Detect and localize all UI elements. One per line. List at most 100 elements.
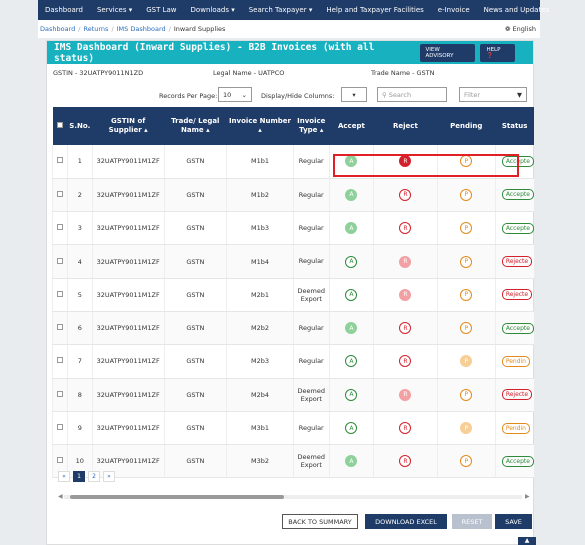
- reject-button[interactable]: R: [399, 188, 412, 201]
- table-row: 3 32UATPY9011M1ZF GSTN M1b3 Regular A R P Accept…: [52, 211, 534, 246]
- cell-sno: 7: [66, 344, 93, 379]
- breadcrumb: Dashboard / Returns / IMS Dashboard / Inwar…: [38, 20, 540, 38]
- taxpayer-info: GSTIN - 32UATPY9011N1ZD Legal Name - UAT…: [47, 64, 533, 82]
- nav-item[interactable]: GST Law: [146, 6, 177, 14]
- row-checkbox[interactable]: [56, 290, 63, 297]
- row-checkbox[interactable]: [56, 190, 63, 197]
- breadcrumb-dashboard[interactable]: Dashboard: [40, 25, 76, 33]
- accept-button[interactable]: A: [345, 288, 358, 301]
- breadcrumb-current: Inward Supplies: [173, 25, 226, 33]
- reject-button[interactable]: R: [399, 422, 412, 435]
- header-invoice-number[interactable]: Invoice Number ▴: [228, 117, 291, 134]
- cell-invoice-number: M2b1: [226, 278, 294, 312]
- cell-trade-name: GSTN: [163, 444, 227, 479]
- cell-sno: 6: [66, 311, 93, 346]
- next-page-button[interactable]: »: [103, 471, 115, 482]
- row-checkbox[interactable]: [56, 157, 63, 164]
- scroll-left-icon[interactable]: ◀: [58, 493, 63, 500]
- row-checkbox[interactable]: [56, 390, 63, 397]
- filter-input[interactable]: Filter ▼: [459, 87, 527, 102]
- header-trade-name[interactable]: Trade/ Legal Name ▴: [171, 117, 220, 134]
- accept-button[interactable]: A: [345, 255, 358, 268]
- scroll-to-top-icon[interactable]: ▲: [518, 537, 536, 545]
- accept-button[interactable]: A: [345, 322, 358, 335]
- nav-item[interactable]: e-Invoice: [437, 6, 470, 14]
- cell-gstin: 32UATPY9011M1ZF: [91, 411, 165, 446]
- save-button[interactable]: SAVE: [495, 514, 532, 529]
- reject-button[interactable]: R: [399, 455, 412, 468]
- nav-item[interactable]: Search Taxpayer ▾: [248, 6, 313, 14]
- nav-item[interactable]: News and Updates: [483, 6, 550, 14]
- pending-button[interactable]: P: [460, 288, 473, 301]
- cell-trade-name: GSTN: [163, 378, 227, 412]
- cell-trade-name: GSTN: [163, 178, 227, 213]
- caret-down-icon: ▾: [352, 90, 356, 99]
- cell-invoice-number: M1b2: [226, 178, 294, 213]
- cell-trade-name: GSTN: [163, 211, 227, 246]
- pending-button[interactable]: P: [460, 222, 473, 235]
- view-advisory-button[interactable]: VIEW ADVISORY: [419, 43, 476, 62]
- page-1-button[interactable]: 1: [73, 471, 85, 482]
- accept-button[interactable]: A: [345, 355, 358, 368]
- row-checkbox[interactable]: [56, 257, 63, 264]
- reject-button[interactable]: R: [399, 255, 412, 268]
- pending-button[interactable]: P: [460, 388, 473, 401]
- reset-button[interactable]: RESET: [452, 514, 492, 529]
- back-to-summary-button[interactable]: BACK TO SUMMARY: [282, 514, 358, 529]
- row-checkbox[interactable]: [56, 357, 63, 364]
- reject-button[interactable]: R: [399, 222, 412, 235]
- download-excel-button[interactable]: DOWNLOAD EXCEL: [365, 514, 447, 529]
- search-input[interactable]: ⚲ Search: [377, 87, 447, 102]
- accept-button[interactable]: A: [345, 188, 358, 201]
- header-invoice-type[interactable]: Invoice Type ▴: [297, 117, 326, 134]
- cell-invoice-number: M2b2: [226, 311, 294, 346]
- table-row: 10 32UATPY9011M1ZF GSTN M3b2 Deemed Export A R…: [52, 444, 534, 479]
- accept-button[interactable]: A: [345, 455, 358, 468]
- row-checkbox[interactable]: [56, 424, 63, 431]
- horizontal-scrollbar[interactable]: [64, 495, 522, 499]
- language-selector[interactable]: ❁ English: [505, 25, 536, 33]
- row-checkbox[interactable]: [56, 224, 63, 231]
- pending-button[interactable]: P: [460, 422, 473, 435]
- row-checkbox[interactable]: [56, 457, 63, 464]
- cell-invoice-type: Deemed Export: [292, 278, 330, 312]
- cell-sno: 8: [66, 378, 93, 412]
- accept-button[interactable]: A: [345, 222, 358, 235]
- breadcrumb-returns[interactable]: Returns: [83, 25, 109, 33]
- breadcrumb-ims-dashboard[interactable]: IMS Dashboard: [116, 25, 166, 33]
- accept-button[interactable]: A: [345, 155, 358, 168]
- nav-item[interactable]: Downloads ▾: [190, 6, 235, 14]
- display-columns-select[interactable]: ▾: [341, 87, 367, 102]
- cell-invoice-type: Regular: [292, 311, 330, 346]
- chevron-down-icon: ⌄: [241, 90, 247, 99]
- pending-button[interactable]: P: [460, 355, 473, 368]
- help-button[interactable]: HELP ❓: [480, 43, 515, 62]
- page-2-button[interactable]: 2: [88, 471, 100, 482]
- pending-button[interactable]: P: [460, 322, 473, 335]
- scroll-right-icon[interactable]: ▶: [525, 493, 530, 500]
- nav-item[interactable]: Services ▾: [96, 6, 133, 14]
- pending-button[interactable]: P: [460, 188, 473, 201]
- accept-button[interactable]: A: [345, 388, 358, 401]
- cell-gstin: 32UATPY9011M1ZF: [91, 311, 165, 346]
- nav-item[interactable]: Help and Taxpayer Facilities: [326, 6, 424, 14]
- nav-item[interactable]: Dashboard: [45, 6, 83, 14]
- prev-page-button[interactable]: «: [58, 471, 70, 482]
- accept-button[interactable]: A: [345, 422, 358, 435]
- records-per-page-select[interactable]: 10 ⌄: [218, 87, 252, 102]
- reject-button[interactable]: R: [399, 322, 412, 335]
- status-badge: Rejecte: [501, 256, 533, 268]
- pending-button[interactable]: P: [460, 455, 473, 468]
- header-gstin[interactable]: GSTIN of Supplier ▴: [108, 117, 148, 134]
- pending-button[interactable]: P: [460, 255, 473, 268]
- scrollbar-thumb[interactable]: [70, 495, 284, 499]
- legal-name-label: Legal Name - UATPCO: [213, 69, 285, 77]
- reject-button[interactable]: R: [399, 355, 412, 368]
- header-status: Status: [501, 121, 528, 130]
- reject-button[interactable]: R: [399, 288, 412, 301]
- cell-trade-name: GSTN: [163, 278, 227, 312]
- reject-button[interactable]: R: [399, 388, 412, 401]
- select-all-checkbox[interactable]: [56, 121, 63, 128]
- row-checkbox[interactable]: [56, 324, 63, 331]
- cell-sno: 1: [66, 145, 93, 179]
